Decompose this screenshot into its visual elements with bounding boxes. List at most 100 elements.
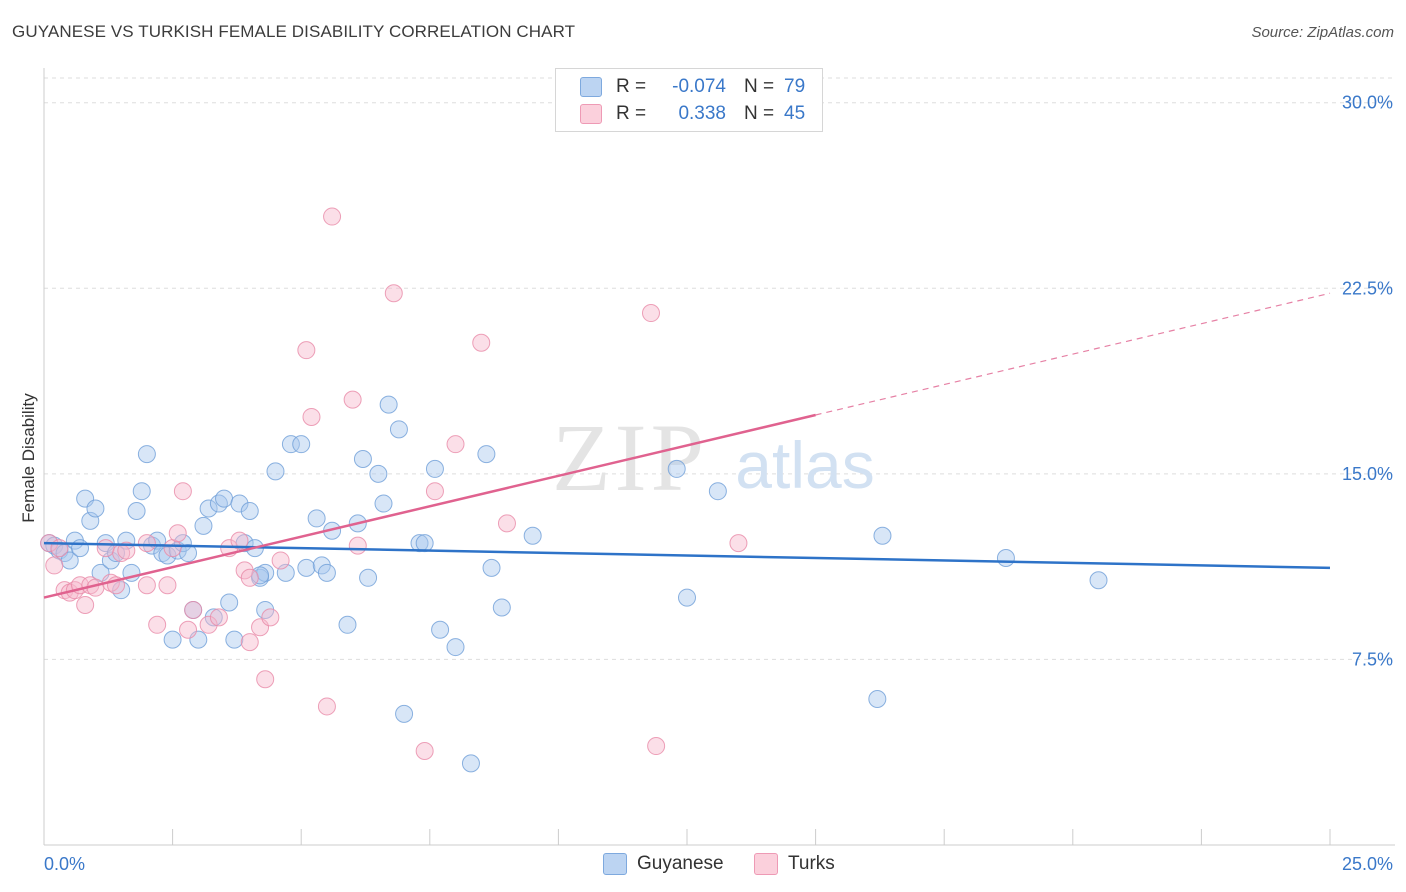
data-point xyxy=(137,534,156,553)
data-point xyxy=(96,539,115,558)
data-point xyxy=(137,445,156,464)
data-point xyxy=(667,459,686,478)
data-point xyxy=(168,524,187,543)
bottom-legend-label-turks: Turks xyxy=(788,853,835,874)
data-point xyxy=(415,534,434,553)
data-point xyxy=(379,395,398,414)
data-point xyxy=(410,534,429,553)
data-point xyxy=(281,435,300,454)
data-point xyxy=(302,407,321,426)
data-point xyxy=(173,482,192,501)
legend-box: R = -0.074 N = 79 R = 0.338 N = 45 xyxy=(555,68,823,132)
data-point xyxy=(873,526,892,545)
data-point xyxy=(158,576,177,595)
legend-r-label: R = xyxy=(616,76,647,97)
data-point xyxy=(472,333,491,352)
data-point xyxy=(240,501,259,520)
bottom-legend-swatch-turks xyxy=(754,853,778,875)
data-point xyxy=(461,754,480,773)
bottom-legend-turks: Turks xyxy=(754,852,835,876)
data-point xyxy=(220,593,239,612)
data-point xyxy=(271,551,290,570)
data-point xyxy=(492,598,511,617)
bottom-legend-swatch-guyanese xyxy=(603,853,627,875)
trend-line-guyanese xyxy=(43,541,1331,570)
data-point xyxy=(163,630,182,649)
bottom-legend-guyanese: Guyanese xyxy=(603,852,724,876)
legend-swatch-guyanese xyxy=(580,77,602,97)
data-point xyxy=(148,615,167,634)
data-point xyxy=(71,539,90,558)
data-point xyxy=(729,534,748,553)
y-tick-label: 15.0% xyxy=(1342,464,1393,484)
data-point xyxy=(297,558,316,577)
trend-layer xyxy=(43,292,1331,599)
legend-row-guyanese: R = -0.074 N = 79 xyxy=(580,74,805,100)
series-guyanese xyxy=(40,395,1108,773)
data-point xyxy=(389,420,408,439)
y-tick-label: 7.5% xyxy=(1352,649,1393,669)
data-point xyxy=(261,608,280,627)
data-point xyxy=(199,615,218,634)
data-point xyxy=(317,563,336,582)
data-point xyxy=(1089,571,1108,590)
data-point xyxy=(194,516,213,535)
legend-n-value: 45 xyxy=(784,103,806,124)
data-point xyxy=(708,482,727,501)
legend-n-label: N = xyxy=(744,103,775,124)
tick-label-layer: 7.5% 15.0% 22.5% 30.0% 0.0% 25.0% xyxy=(44,93,1393,874)
data-point xyxy=(173,534,192,553)
data-point xyxy=(497,514,516,533)
data-point xyxy=(112,581,131,600)
legend-row-turks: R = 0.338 N = 45 xyxy=(580,101,805,127)
chart-title: GUYANESE VS TURKISH FEMALE DISABILITY CO… xyxy=(12,22,576,41)
data-point xyxy=(647,737,666,756)
watermark-atlas: atlas xyxy=(735,428,874,502)
y-axis-label: Female Disability xyxy=(19,393,38,523)
bottom-legend-label-guyanese: Guyanese xyxy=(637,853,724,874)
data-point xyxy=(477,445,496,464)
data-point xyxy=(137,576,156,595)
data-point xyxy=(317,697,336,716)
data-point xyxy=(384,284,403,303)
trend-line-extension-turks xyxy=(815,292,1331,416)
data-point xyxy=(179,620,198,639)
axis-layer xyxy=(43,68,1395,846)
data-point xyxy=(225,630,244,649)
legend-r-label: R = xyxy=(616,103,647,124)
data-point xyxy=(45,536,64,555)
data-point xyxy=(45,556,64,575)
data-point xyxy=(184,600,203,619)
x-tick-label: 0.0% xyxy=(44,854,85,874)
data-point xyxy=(209,494,228,513)
data-point xyxy=(395,704,414,723)
data-point xyxy=(292,435,311,454)
data-point xyxy=(127,501,146,520)
data-point xyxy=(996,548,1015,567)
legend-r-value: -0.074 xyxy=(672,76,726,97)
data-point xyxy=(359,568,378,587)
data-point xyxy=(256,670,275,689)
data-point xyxy=(678,588,696,607)
data-point xyxy=(369,464,388,483)
data-point xyxy=(343,390,362,409)
data-point xyxy=(240,568,259,587)
points-layer xyxy=(40,207,1108,773)
data-point xyxy=(230,494,249,513)
data-point xyxy=(307,509,326,528)
data-point xyxy=(415,741,434,760)
data-point xyxy=(348,536,367,555)
data-point xyxy=(76,596,95,615)
data-point xyxy=(199,499,218,518)
watermark: ZIP atlas xyxy=(552,404,875,511)
data-point xyxy=(230,531,249,550)
data-point xyxy=(338,615,357,634)
data-point xyxy=(868,690,887,709)
data-point xyxy=(117,541,136,560)
data-point xyxy=(523,526,542,545)
data-point xyxy=(374,494,393,513)
data-point xyxy=(209,608,228,627)
data-point xyxy=(323,207,342,226)
data-point xyxy=(86,499,105,518)
